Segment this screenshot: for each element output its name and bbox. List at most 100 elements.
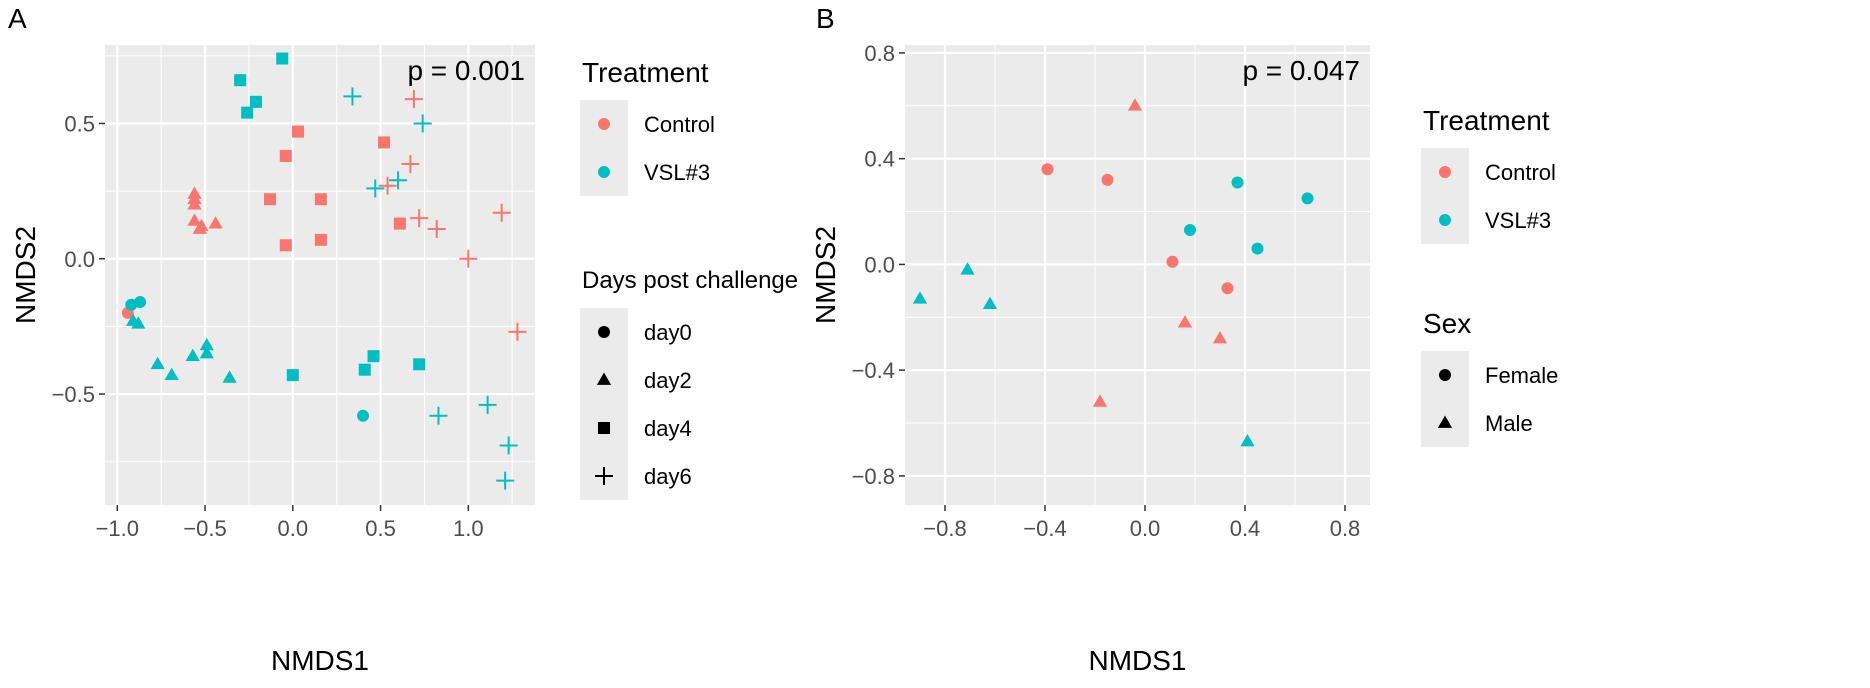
legend-label: Control	[1485, 160, 1556, 185]
legend-title: Days post challenge	[582, 267, 798, 294]
data-point	[1166, 255, 1179, 268]
data-point	[960, 262, 975, 275]
data-point	[131, 316, 146, 329]
y-tick-label: 0.8	[864, 41, 895, 66]
legend-key	[1437, 415, 1453, 428]
data-point	[401, 155, 420, 174]
data-point	[1251, 242, 1264, 255]
data-point	[499, 436, 518, 455]
y-tick-label: 0.5	[64, 111, 95, 136]
data-point	[478, 395, 497, 414]
legend-key-background	[1421, 148, 1469, 244]
data-point	[249, 95, 262, 108]
data-point	[1212, 330, 1228, 344]
data-point	[508, 322, 527, 341]
panel-label: B	[816, 3, 835, 34]
legend-treatment: Treatment Control VSL#3	[1421, 105, 1556, 244]
legend-key	[1439, 369, 1451, 381]
legend-key	[595, 467, 613, 485]
data-point	[279, 149, 292, 162]
data-point	[1101, 173, 1114, 186]
data-point	[194, 218, 209, 232]
y-tick-label: −0.4	[852, 358, 895, 383]
x-axis-title: NMDS1	[271, 645, 369, 676]
plot-background	[105, 45, 535, 505]
data-point	[343, 87, 362, 106]
data-point	[427, 220, 446, 238]
data-point	[982, 296, 998, 309]
data-point	[459, 249, 478, 268]
data-point	[496, 471, 515, 490]
data-point	[314, 233, 327, 246]
x-tick-label: 1.0	[453, 516, 484, 541]
data-points	[912, 98, 1314, 447]
y-tick-label: −0.5	[52, 382, 95, 407]
legend-key	[598, 422, 610, 434]
data-point	[404, 90, 423, 109]
data-point	[1184, 224, 1196, 237]
data-point	[150, 356, 165, 370]
data-point	[199, 345, 214, 359]
legend-label: Female	[1485, 363, 1558, 388]
legend-label: day2	[644, 368, 692, 393]
legend-title: Treatment	[1423, 105, 1550, 136]
legend-label: VSL#3	[1485, 208, 1551, 233]
panel-label: A	[8, 3, 27, 34]
data-point	[286, 369, 299, 382]
data-point	[187, 197, 202, 210]
x-tick-label: 0.0	[277, 516, 308, 541]
data-point	[234, 74, 247, 87]
y-axis-title: NMDS2	[10, 226, 41, 324]
x-axis-title: NMDS1	[1088, 645, 1186, 676]
p-value-annotation: p = 0.047	[1242, 55, 1360, 86]
data-point	[358, 363, 371, 376]
legend-days-post-challenge: Days post challenge day0 day2 day4 day6	[580, 267, 798, 500]
data-point	[378, 176, 397, 195]
panel-a: −1.0 −0.5 0.0 0.5 1.0 −0.5 0.0 0.5 p = 0.001 NMDS…	[8, 3, 798, 676]
data-point	[222, 370, 237, 383]
data-point	[185, 348, 200, 362]
x-tick-label: −1.0	[96, 516, 139, 541]
data-point	[314, 193, 327, 206]
legend-label: VSL#3	[644, 160, 710, 185]
legend-key	[1439, 214, 1451, 226]
x-tick-label: −0.8	[923, 516, 966, 541]
legend-label: Male	[1485, 411, 1533, 436]
data-point	[413, 114, 432, 133]
x-tick-label: −0.5	[183, 516, 226, 541]
legend-key	[598, 118, 610, 130]
y-axis-title: NMDS2	[810, 226, 841, 324]
y-tick-label: 0.4	[864, 147, 895, 172]
data-point	[1041, 163, 1054, 176]
data-point	[187, 213, 202, 226]
y-tick-label: 0.0	[864, 252, 895, 277]
data-point	[1092, 394, 1108, 407]
legend-label: Control	[644, 112, 715, 137]
data-point	[413, 358, 426, 371]
legend-label: day0	[644, 320, 692, 345]
data-points	[121, 52, 527, 490]
legend-key	[596, 372, 612, 385]
data-point	[378, 136, 391, 149]
data-point	[208, 216, 223, 229]
data-point	[263, 193, 276, 206]
data-point	[389, 171, 408, 190]
p-value-annotation: p = 0.001	[407, 55, 525, 86]
legend-sex: Sex Female Male	[1421, 308, 1558, 447]
x-tick-label: 0.4	[1230, 516, 1261, 541]
data-point	[1127, 98, 1143, 111]
legend-treatment: Treatment Control VSL#3	[580, 57, 715, 196]
legend-key	[598, 166, 610, 178]
data-point	[393, 217, 406, 230]
data-point	[292, 125, 305, 138]
data-point	[367, 350, 380, 363]
y-tick-label: 0.0	[64, 247, 95, 272]
data-point	[1240, 434, 1255, 447]
x-tick-label: 0.0	[1130, 516, 1161, 541]
plot-background	[905, 45, 1370, 505]
data-point	[164, 367, 179, 380]
data-point	[1301, 192, 1314, 205]
data-point	[199, 337, 214, 351]
